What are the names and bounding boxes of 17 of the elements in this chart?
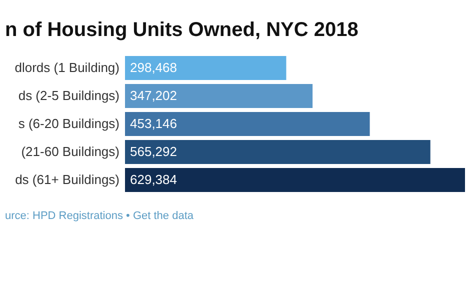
bar: [125, 168, 465, 192]
y-tick-label: s (6-20 Buildings): [18, 116, 120, 131]
y-tick-label: (21-60 Buildings): [21, 144, 120, 159]
bar: [125, 84, 313, 108]
bar: [125, 140, 430, 164]
y-tick-label: ds (61+ Buildings): [15, 172, 120, 187]
y-tick-label: ds (2-5 Buildings): [18, 88, 120, 103]
y-tick-label: dlords (1 Building): [14, 60, 120, 75]
bar: [125, 112, 370, 136]
chart-title: n of Housing Units Owned, NYC 2018: [5, 19, 358, 41]
text: urce: HPD Registrations • Get the data: [5, 210, 194, 222]
data-label: 298,468: [130, 60, 177, 75]
data-label: 565,292: [130, 144, 177, 159]
data-label: 347,202: [130, 88, 177, 103]
bar: [125, 56, 286, 80]
data-label: 453,146: [130, 116, 177, 131]
data-label: 629,384: [130, 172, 177, 187]
